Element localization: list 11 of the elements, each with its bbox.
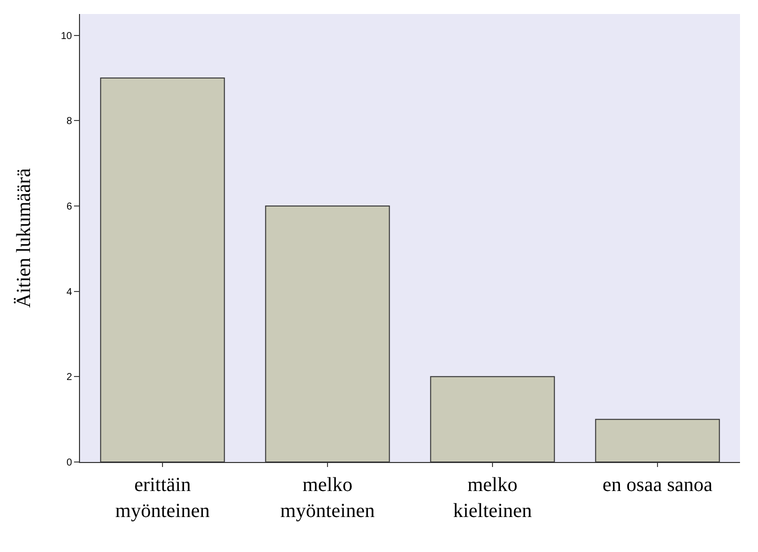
y-tick-label: 0 — [66, 458, 72, 468]
y-tick-label: 10 — [60, 30, 72, 42]
y-tick-label: 2 — [66, 372, 72, 384]
x-tick-label: en osaa sanoa — [602, 474, 713, 496]
y-tick-label: 4 — [66, 286, 72, 298]
y-axis-title: Äitien lukumäärä — [13, 168, 35, 308]
x-tick-label: erittäin myönteinen — [115, 474, 210, 522]
y-tick-label: 8 — [66, 116, 72, 128]
y-tick-label: 6 — [66, 202, 72, 212]
x-tick-label: melko kielteinen — [453, 474, 532, 522]
x-tick-label: melko myönteinen — [280, 474, 375, 522]
